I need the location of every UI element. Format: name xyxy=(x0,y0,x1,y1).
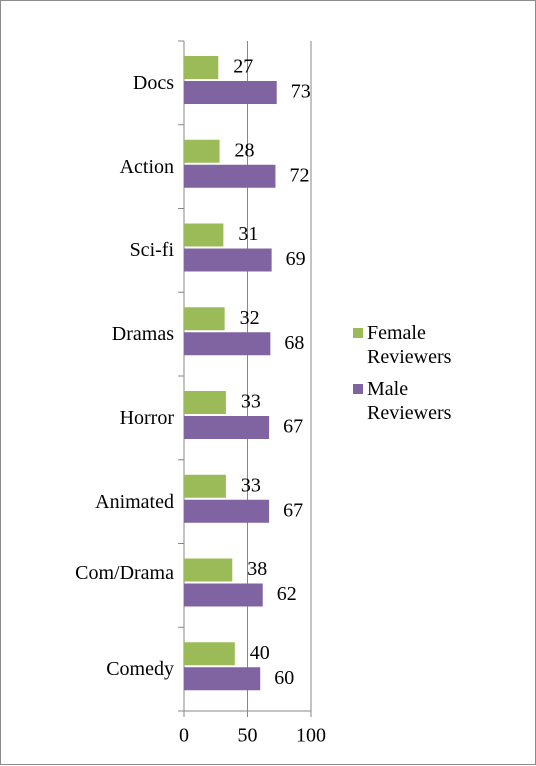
data-label: 38 xyxy=(247,558,267,580)
data-label: 60 xyxy=(274,667,294,689)
data-label: 40 xyxy=(250,642,270,664)
x-tick-label: 0 xyxy=(179,725,189,747)
legend-label: Male Reviewers xyxy=(367,378,452,424)
legend-swatch xyxy=(353,328,363,338)
bar xyxy=(184,558,233,582)
data-label: 32 xyxy=(240,307,260,329)
bar xyxy=(184,499,270,523)
bar xyxy=(184,307,225,331)
bar xyxy=(184,223,224,247)
bar xyxy=(184,248,272,272)
bar xyxy=(184,56,219,79)
legend-label: Female Reviewers xyxy=(367,322,452,368)
bar xyxy=(184,81,277,104)
data-label: 67 xyxy=(283,416,303,438)
data-label: 73 xyxy=(291,81,311,103)
data-label: 62 xyxy=(277,583,297,605)
data-label: 33 xyxy=(241,391,261,413)
legend-swatch xyxy=(353,384,363,394)
data-label: 72 xyxy=(289,164,309,186)
bar xyxy=(184,332,271,356)
y-tick-label: Docs xyxy=(132,71,174,94)
bar xyxy=(184,391,226,414)
data-label: 31 xyxy=(238,223,258,245)
data-label: 28 xyxy=(235,139,255,161)
y-tick-label: Horror xyxy=(119,406,174,429)
bar xyxy=(184,583,263,607)
data-label: 68 xyxy=(284,332,304,354)
x-tick-label: 50 xyxy=(238,725,258,747)
data-label: 67 xyxy=(283,499,303,521)
data-label: 27 xyxy=(233,56,253,78)
x-tick-label: 100 xyxy=(296,725,326,747)
y-tick-label: Animated xyxy=(95,490,174,513)
y-tick-label: Comedy xyxy=(106,658,174,681)
y-tick-label: Com/Drama xyxy=(75,562,174,585)
y-tick-label: Action xyxy=(119,155,174,178)
bar xyxy=(184,667,261,691)
y-tick-label: Dramas xyxy=(111,323,174,346)
data-label: 69 xyxy=(286,248,306,270)
bar xyxy=(184,139,220,163)
bar xyxy=(184,474,226,498)
bar xyxy=(184,642,235,666)
bar xyxy=(184,164,276,188)
bar xyxy=(184,416,270,439)
y-tick-label: Sci-fi xyxy=(129,239,174,262)
data-label: 33 xyxy=(241,474,261,496)
